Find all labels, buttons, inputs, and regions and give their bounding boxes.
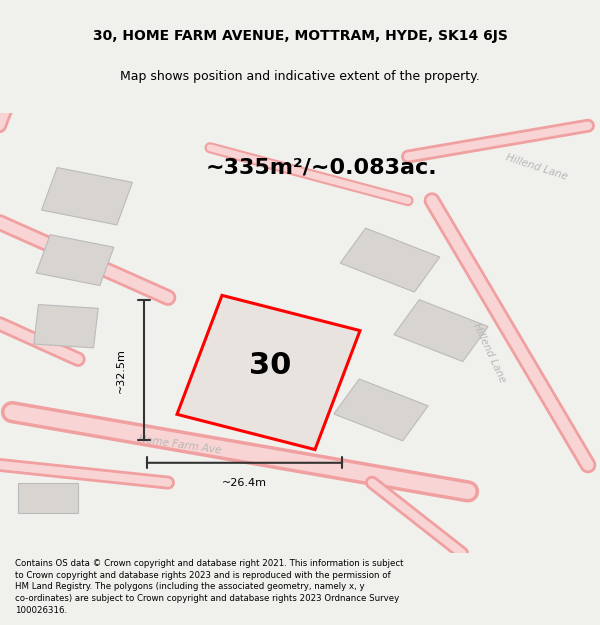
Text: ~32.5m: ~32.5m: [116, 348, 126, 392]
Text: Hillend Lane: Hillend Lane: [505, 153, 569, 182]
Polygon shape: [334, 379, 428, 441]
Text: 30, HOME FARM AVENUE, MOTTRAM, HYDE, SK14 6JS: 30, HOME FARM AVENUE, MOTTRAM, HYDE, SK1…: [92, 29, 508, 43]
Text: 30: 30: [249, 351, 291, 381]
Text: Home Farm Ave: Home Farm Ave: [138, 434, 222, 456]
Polygon shape: [18, 482, 78, 514]
Text: Hillend Lane: Hillend Lane: [471, 321, 507, 384]
Polygon shape: [36, 234, 114, 286]
Polygon shape: [177, 296, 360, 449]
Polygon shape: [340, 228, 440, 292]
Polygon shape: [34, 304, 98, 348]
Text: ~335m²/~0.083ac.: ~335m²/~0.083ac.: [205, 158, 437, 177]
Polygon shape: [394, 299, 488, 362]
Text: ~26.4m: ~26.4m: [222, 478, 267, 488]
Polygon shape: [41, 168, 133, 225]
Text: Contains OS data © Crown copyright and database right 2021. This information is : Contains OS data © Crown copyright and d…: [15, 559, 404, 615]
Text: Map shows position and indicative extent of the property.: Map shows position and indicative extent…: [120, 70, 480, 83]
